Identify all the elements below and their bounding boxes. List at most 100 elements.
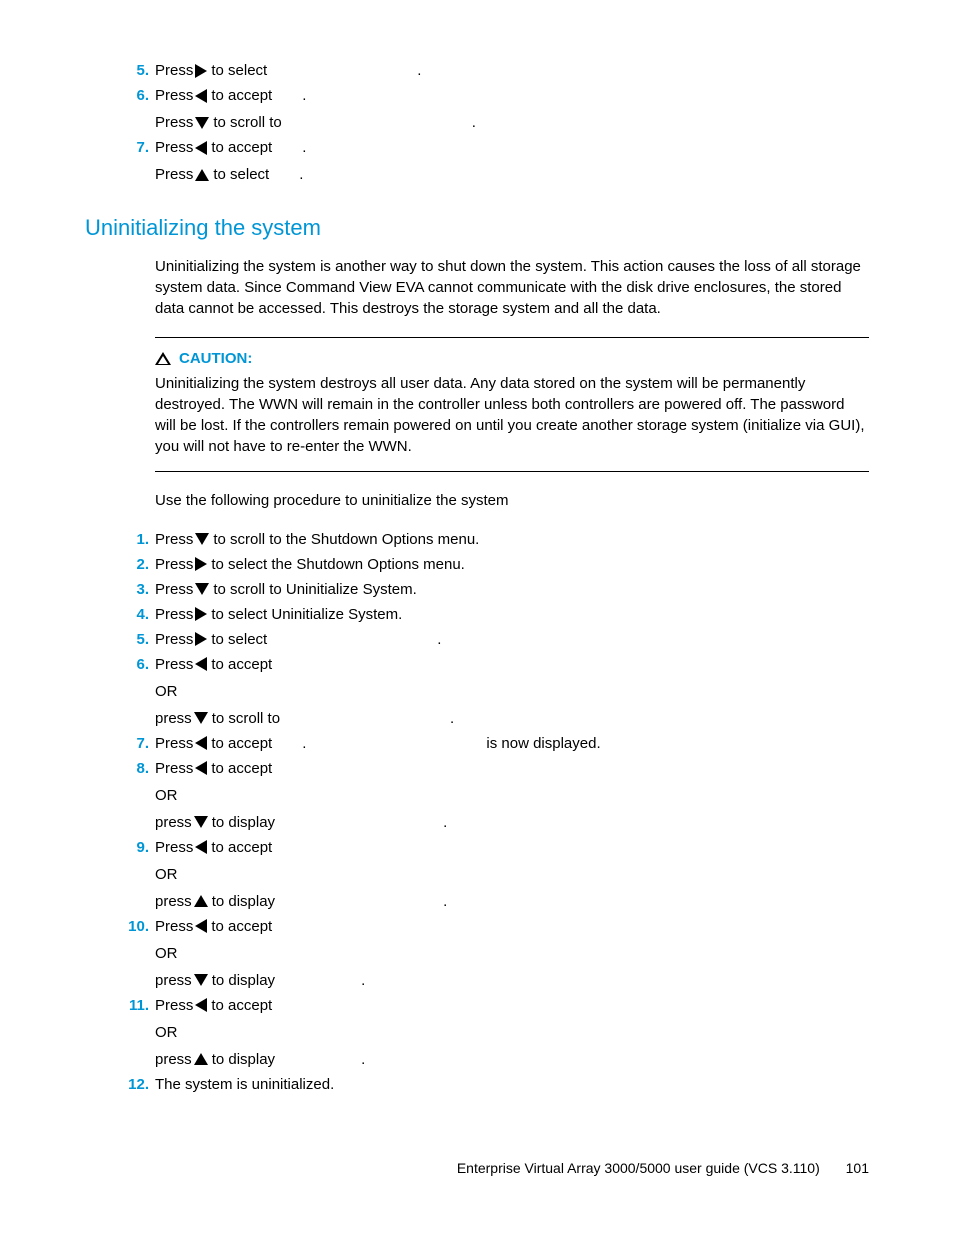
step-text: . — [417, 60, 421, 81]
step-text: Press — [155, 554, 193, 575]
step-number: 11. — [125, 995, 149, 1016]
step-number: 9. — [125, 837, 149, 858]
step-line: Press to select the Shutdown Options men… — [155, 554, 869, 575]
step-text: press — [155, 970, 192, 991]
step-subline: Press to scroll to . — [155, 112, 869, 133]
step-text: is now displayed. — [486, 733, 600, 754]
step-text: to select — [211, 60, 267, 81]
arrow-up-icon — [194, 1053, 208, 1065]
section-heading: Uninitializing the system — [85, 213, 869, 244]
step-item: 7.Press to accept .Press to select . — [155, 137, 869, 185]
step-line: Press to scroll to the Shutdown Options … — [155, 529, 869, 550]
arrow-left-icon — [195, 141, 207, 155]
step-text: The system is uninitialized. — [155, 1074, 334, 1095]
step-line: Press to scroll to Uninitialize System. — [155, 579, 869, 600]
step-item: 6.Press to accept .Press to scroll to . — [155, 85, 869, 133]
step-text: Press — [155, 995, 193, 1016]
caution-box: CAUTION: Uninitializing the system destr… — [155, 337, 869, 472]
step-line: The system is uninitialized. — [155, 1074, 869, 1095]
or-text: OR — [155, 864, 869, 885]
arrow-left-icon — [195, 998, 207, 1012]
step-item: 2.Press to select the Shutdown Options m… — [155, 554, 869, 575]
step-text: to accept — [211, 758, 272, 779]
step-number: 2. — [125, 554, 149, 575]
arrow-up-icon — [195, 169, 209, 181]
step-line: Press to select . — [155, 629, 869, 650]
step-text: Press — [155, 60, 193, 81]
step-text: . — [443, 812, 447, 833]
step-text: Press — [155, 654, 193, 675]
step-text: to accept — [211, 837, 272, 858]
step-text: . — [443, 891, 447, 912]
step-text: . — [302, 137, 306, 158]
step-text: to accept — [211, 654, 272, 675]
step-text: press — [155, 708, 192, 729]
step-text: Press — [155, 85, 193, 106]
arrow-left-icon — [195, 657, 207, 671]
page-footer: Enterprise Virtual Array 3000/5000 user … — [457, 1159, 869, 1179]
step-text: Press — [155, 758, 193, 779]
step-text: to select the Shutdown Options menu. — [211, 554, 464, 575]
step-item: 12.The system is uninitialized. — [155, 1074, 869, 1095]
step-text: to display — [212, 891, 275, 912]
step-text: to accept — [211, 916, 272, 937]
step-item: 5.Press to select . — [155, 629, 869, 650]
arrow-down-icon — [194, 816, 208, 828]
step-item: 1.Press to scroll to the Shutdown Option… — [155, 529, 869, 550]
step-text: . — [361, 970, 365, 991]
step-text: . — [450, 708, 454, 729]
step-item: 7.Press to accept . is now displayed. — [155, 733, 869, 754]
step-number: 8. — [125, 758, 149, 779]
step-text: . — [302, 85, 306, 106]
arrow-right-icon — [195, 632, 207, 646]
step-line: Press to accept — [155, 837, 869, 858]
arrow-down-icon — [194, 712, 208, 724]
step-line: Press to accept . — [155, 137, 869, 158]
top-steps-list: 5.Press to select .6.Press to accept .Pr… — [85, 60, 869, 185]
step-item: 5.Press to select . — [155, 60, 869, 81]
step-text: to display — [212, 812, 275, 833]
step-subline: Press to select . — [155, 164, 869, 185]
arrow-up-icon — [194, 895, 208, 907]
step-text: Press — [155, 837, 193, 858]
intro-paragraph: Uninitializing the system is another way… — [155, 256, 869, 319]
step-text: Press — [155, 733, 193, 754]
or-text: OR — [155, 785, 869, 806]
arrow-right-icon — [195, 607, 207, 621]
step-text: to display — [212, 970, 275, 991]
step-text: to accept — [211, 85, 272, 106]
step-number: 7. — [125, 137, 149, 158]
arrow-right-icon — [195, 557, 207, 571]
step-text: Press — [155, 112, 193, 133]
caution-label: CAUTION: — [179, 348, 252, 369]
step-text: to select — [211, 629, 267, 650]
step-text: Press — [155, 604, 193, 625]
step-text: to select — [213, 164, 269, 185]
step-number: 5. — [125, 629, 149, 650]
step-text: to scroll to the Shutdown Options menu. — [213, 529, 479, 550]
page-number: 101 — [846, 1160, 869, 1176]
arrow-down-icon — [195, 583, 209, 595]
step-item: 9.Press to acceptORpress to display . — [155, 837, 869, 912]
step-line: Press to accept . is now displayed. — [155, 733, 869, 754]
step-item: 11.Press to acceptORpress to display . — [155, 995, 869, 1070]
step-text: Press — [155, 137, 193, 158]
step-line: Press to accept — [155, 995, 869, 1016]
step-text: to accept — [211, 137, 272, 158]
step-number: 5. — [125, 60, 149, 81]
step-line: Press to accept . — [155, 85, 869, 106]
step-line: Press to accept — [155, 654, 869, 675]
step-item: 3.Press to scroll to Uninitialize System… — [155, 579, 869, 600]
step-number: 6. — [125, 654, 149, 675]
arrow-left-icon — [195, 761, 207, 775]
or-text: OR — [155, 1022, 869, 1043]
step-line: Press to select Uninitialize System. — [155, 604, 869, 625]
step-text: press — [155, 812, 192, 833]
step-number: 1. — [125, 529, 149, 550]
arrow-left-icon — [195, 736, 207, 750]
step-text: to select Uninitialize System. — [211, 604, 402, 625]
or-text: OR — [155, 681, 869, 702]
arrow-left-icon — [195, 919, 207, 933]
step-subline: press to display . — [155, 970, 869, 991]
step-number: 7. — [125, 733, 149, 754]
